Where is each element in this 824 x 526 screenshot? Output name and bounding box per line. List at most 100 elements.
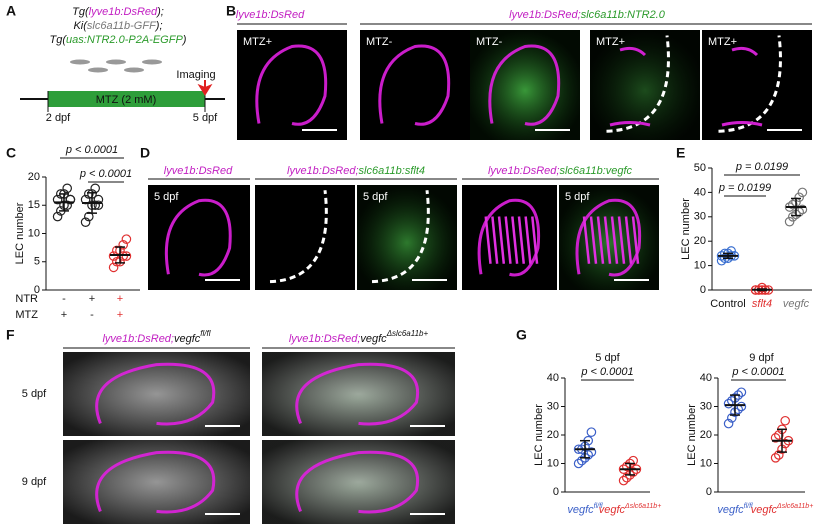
- p-value: p < 0.0001: [731, 366, 784, 378]
- superscript: Δslc6a11b+: [624, 503, 661, 510]
- image-label: MTZ-: [366, 36, 393, 48]
- condition-value: +: [117, 293, 123, 305]
- text-part: lyve1b:DsRed;: [488, 165, 560, 177]
- event-label: Imaging: [176, 69, 215, 81]
- text-part: lyve1b:DsRed;: [289, 333, 361, 345]
- data-point: [787, 199, 798, 210]
- text-part: vegfc: [174, 333, 201, 345]
- panel-header: lyve1b:DsRed;slc6a11b:NTR2.0: [509, 9, 666, 21]
- data-point: [80, 217, 91, 227]
- panel-header: lyve1b:DsRed;vegfcΔslc6a11b+: [289, 329, 429, 345]
- image-label: MTZ+: [596, 36, 625, 48]
- image-label: 5 dpf: [154, 191, 179, 203]
- data-point: [757, 282, 767, 293]
- vessel-sprout: [484, 216, 492, 264]
- y-axis-label: LEC number: [680, 198, 692, 260]
- superscript: fl/fl: [200, 329, 210, 338]
- y-tick-label: 0: [34, 284, 40, 296]
- fish-icon: [70, 59, 90, 65]
- chart-title: 9 dpf: [749, 352, 774, 364]
- panel-header: lyve1b:DsRed;slc6a11b:sflt4: [287, 165, 425, 177]
- lymphatic-vessel: [378, 44, 451, 126]
- micrograph: [462, 185, 557, 290]
- data-point: [618, 475, 629, 486]
- data-point: [118, 251, 128, 261]
- data-point: [108, 262, 119, 273]
- treatment-label: MTZ (2 mM): [96, 94, 156, 106]
- superscript: fl/fl: [594, 503, 603, 510]
- vessel-sprout: [531, 216, 539, 264]
- data-point: [780, 438, 790, 449]
- y-tick-label: 20: [694, 235, 706, 247]
- condition-value: +: [89, 293, 95, 305]
- condition-name: MTZ: [15, 309, 38, 321]
- text-part: lyve1b:DsRed: [236, 9, 305, 21]
- image-label: MTZ+: [243, 36, 272, 48]
- row-label: 9 dpf: [22, 476, 47, 488]
- category-text: vegfc: [717, 504, 744, 516]
- data-point: [90, 200, 100, 211]
- data-point: [621, 472, 632, 483]
- condition-value: -: [62, 293, 66, 305]
- gfp-signal: [559, 185, 659, 290]
- category-text: vegfc: [751, 504, 778, 516]
- text-part: slc6a11b:vegfc: [559, 165, 632, 177]
- lymphatic-vessel: [295, 362, 420, 426]
- y-tick-label: 15: [28, 199, 40, 211]
- vessel-sprout: [631, 216, 640, 264]
- x-tick-label: vegfcΔslc6a11b+: [751, 503, 814, 516]
- y-tick-label: 0: [706, 486, 712, 498]
- y-tick-label: 20: [700, 429, 712, 441]
- y-tick-label: 0: [553, 486, 559, 498]
- data-point: [770, 433, 781, 443]
- condition-value: +: [61, 309, 67, 321]
- vessel-sprout: [491, 216, 499, 264]
- y-axis-label: LEC number: [533, 404, 545, 466]
- y-tick-label: 30: [700, 400, 712, 412]
- category-text: vegfc: [599, 504, 626, 516]
- text-part: lyve1b:DsRed;: [102, 333, 174, 345]
- data-point: [52, 194, 63, 205]
- lymphatic-vessel: [295, 450, 420, 514]
- data-point: [52, 211, 63, 222]
- p-value: p = 0.0199: [735, 161, 788, 173]
- superscript: fl/fl: [744, 503, 753, 510]
- lymphatic-vessel: [488, 44, 561, 126]
- dashed-outline: [371, 190, 430, 284]
- data-point: [112, 256, 122, 267]
- genotype-line: Ki(slc6a11b-GFF);: [73, 20, 162, 32]
- data-point: [773, 450, 784, 460]
- data-point: [576, 455, 587, 466]
- x-tick-label: Control: [710, 298, 745, 310]
- lymphatic-vessel: [164, 198, 232, 277]
- y-tick-label: 50: [694, 162, 706, 174]
- text-part: slc6a11b:sflt4: [359, 165, 425, 177]
- panel-header: lyve1b:DsRed: [236, 9, 305, 21]
- data-point: [62, 200, 72, 211]
- x-tick-label: vegfcfl/fl: [567, 503, 603, 516]
- text-part: Ki(: [73, 20, 88, 32]
- fish-icon: [124, 67, 144, 73]
- p-value: p < 0.0001: [65, 144, 118, 156]
- y-tick-label: 5: [34, 256, 40, 268]
- category-text: vegfc: [567, 504, 594, 516]
- micrograph: [360, 30, 470, 140]
- vessel-sprout: [497, 216, 506, 264]
- y-tick-label: 10: [700, 457, 712, 469]
- panel-header: lyve1b:DsRed;vegfcfl/fl: [102, 329, 210, 345]
- vessel-sprout: [517, 216, 525, 264]
- data-point: [621, 461, 632, 472]
- data-point: [93, 200, 104, 211]
- image-label: MTZ+: [708, 36, 737, 48]
- data-point: [628, 455, 638, 466]
- superscript: Δslc6a11b+: [386, 329, 429, 338]
- text-part: );: [155, 6, 164, 18]
- y-tick-label: 30: [694, 211, 706, 223]
- treatment-bar: [48, 91, 205, 107]
- data-point: [573, 458, 584, 469]
- residual-vessel: [721, 46, 763, 127]
- image-label: 5 dpf: [363, 191, 388, 203]
- fish-icon: [88, 67, 108, 73]
- vessel-sprout: [603, 216, 612, 264]
